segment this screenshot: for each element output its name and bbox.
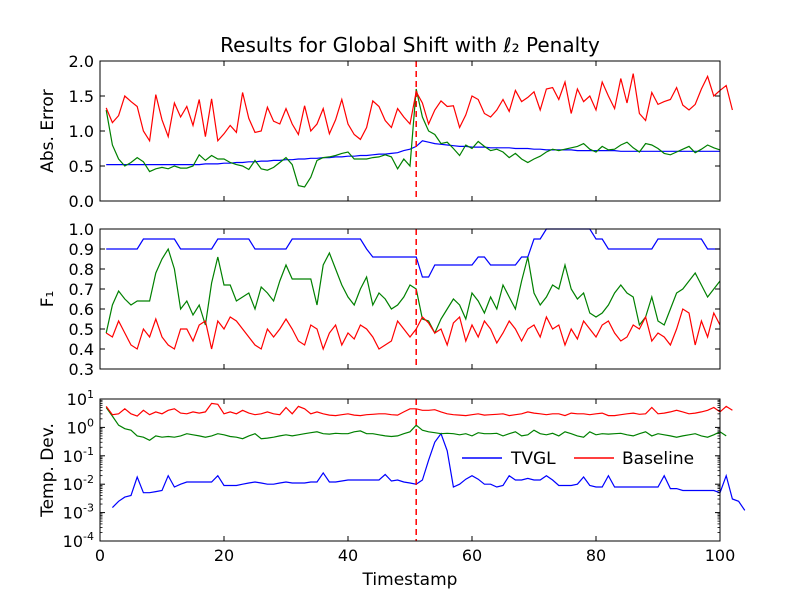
panel-1-ytick-label: 0.8 [69, 260, 94, 279]
legend-baseline-label: Baseline [622, 449, 694, 469]
legend: TVGL Baseline [462, 449, 694, 469]
panel-0: 0.0 0.5 1.0 1.5 2.0 Abs. Error [38, 52, 733, 211]
panel-1-ytick-label: 1.0 [69, 220, 94, 239]
panel-2-series-1 [105, 407, 727, 441]
panel-0-ytick-label: 1.0 [69, 122, 94, 141]
panel-1-ytick-label: 0.7 [69, 280, 94, 299]
panel-0-ytick-label: 1.5 [69, 87, 94, 106]
chart-title: Results for Global Shift with ℓ₂ Penalty [220, 33, 600, 57]
panel-1-ytick-label: 0.3 [69, 360, 94, 379]
panel-2-frame [99, 398, 721, 542]
x-tick-label: 60 [462, 546, 482, 565]
x-tick-label: 80 [586, 546, 606, 565]
panel-0-series-1 [105, 88, 721, 188]
panel-0-ytick-label: 2.0 [69, 52, 94, 71]
panel-1-ytick-label: 0.5 [69, 320, 94, 339]
panel-2-ylabel: Temp. Dev. [38, 423, 58, 518]
panel-0-ytick-label: 0.0 [69, 192, 94, 211]
panel-1-frame [99, 228, 721, 370]
legend-tvgl-label: TVGL [510, 449, 556, 469]
panel-1-ytick-label: 0.4 [69, 340, 94, 359]
panel-1-ylabel: F₁ [38, 291, 58, 308]
x-axis-title: Timestamp [362, 570, 458, 590]
panel-2-series-0 [111, 432, 746, 511]
panel-0-series-0 [106, 140, 720, 166]
panel-1: 0.30.40.50.60.70.80.91.0 F₁ [38, 220, 721, 379]
panel-2-series-2 [105, 402, 733, 417]
panel-0-ytick-label: 0.5 [69, 157, 94, 176]
x-tick-label: 40 [338, 546, 358, 565]
panel-1-series-1 [105, 247, 721, 335]
x-tick-label: 0 [95, 546, 105, 565]
panel-1-ytick-label: 0.9 [69, 240, 94, 259]
panel-1-ytick-label: 0.6 [69, 300, 94, 319]
panel-0-ylabel: Abs. Error [38, 89, 58, 173]
panel-1-series-2 [105, 308, 721, 351]
x-tick-label: 20 [214, 546, 234, 565]
x-tick-label: 100 [705, 546, 736, 565]
panel-1-series-0 [106, 228, 720, 278]
panel-0-series-2 [105, 73, 733, 143]
